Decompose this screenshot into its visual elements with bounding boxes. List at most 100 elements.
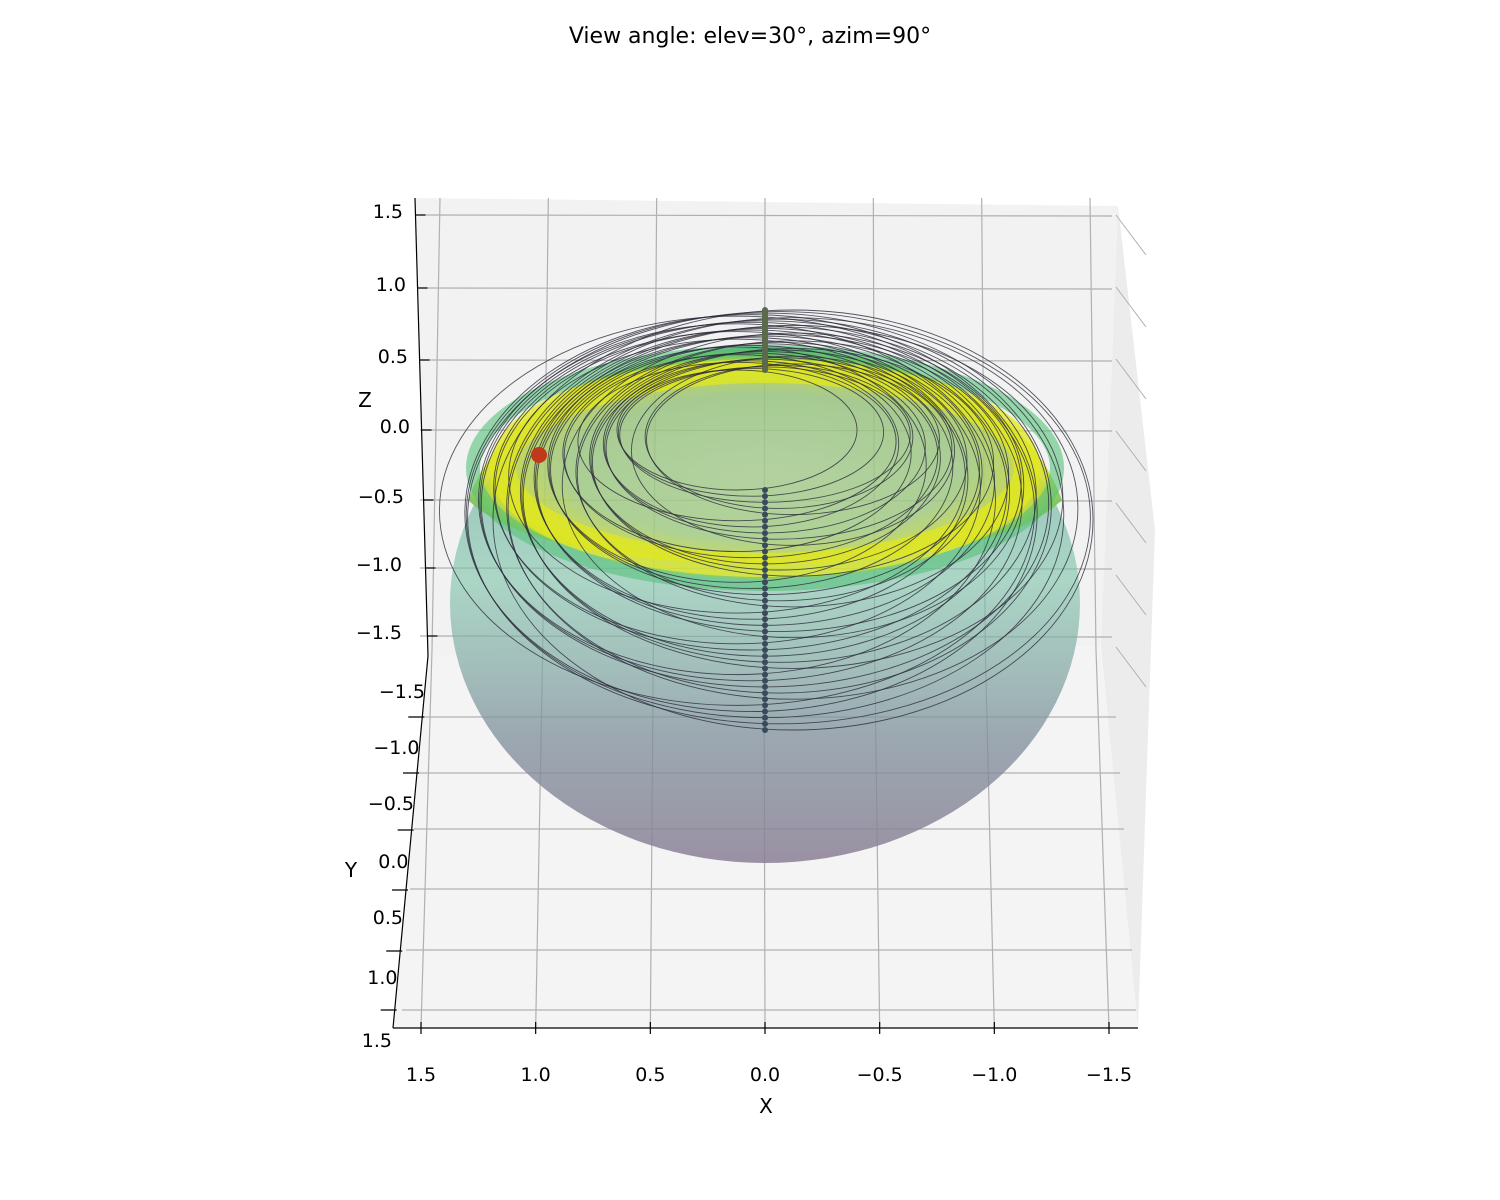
orbit-point bbox=[762, 493, 768, 500]
orbit-line bbox=[479, 321, 1023, 682]
orbit-line bbox=[464, 314, 1038, 712]
orbit-point bbox=[762, 536, 768, 543]
orbit-lines bbox=[439, 307, 1094, 733]
orbit-point bbox=[762, 567, 768, 573]
y-tick-label: 0.0 bbox=[378, 851, 408, 873]
x-tick-label: −0.5 bbox=[857, 1064, 903, 1086]
z-tick-label: −1.5 bbox=[356, 622, 402, 644]
orbit-line bbox=[631, 355, 955, 546]
orbit-point bbox=[762, 603, 768, 610]
orbit-point bbox=[762, 622, 768, 629]
y-tick-label: 1.0 bbox=[367, 967, 397, 989]
y-axis-line bbox=[392, 655, 429, 1029]
orbit-line bbox=[478, 323, 996, 676]
orbit-point bbox=[762, 683, 768, 690]
orbit-point bbox=[762, 708, 768, 715]
orbit-line bbox=[439, 315, 1035, 706]
orbit-line bbox=[492, 309, 1094, 731]
y-tick-label: 1.5 bbox=[362, 1030, 392, 1052]
orbit-line bbox=[575, 341, 983, 602]
orbit-line bbox=[494, 329, 1008, 651]
x-tick-label: 0.5 bbox=[635, 1064, 665, 1086]
z-tick-label: 1.0 bbox=[376, 274, 406, 296]
y-tick-label: −1.0 bbox=[373, 737, 419, 759]
orbit-point bbox=[762, 647, 768, 653]
orbit-line bbox=[508, 338, 966, 614]
y-tick-label: 0.5 bbox=[373, 907, 403, 929]
side-grid-line bbox=[1115, 646, 1147, 688]
orbit-point bbox=[762, 307, 768, 313]
highlight-marker bbox=[531, 447, 547, 463]
z-tick-labels: 1.5 1.0 0.5 0.0 −0.5 −1.0 −1.5 bbox=[356, 201, 410, 644]
orbit-point bbox=[762, 628, 768, 635]
orbit-point bbox=[762, 579, 768, 586]
orbit-line bbox=[506, 318, 1052, 694]
orbit-point bbox=[762, 542, 768, 549]
y-axis-label: Y bbox=[344, 858, 358, 882]
orbit-line bbox=[561, 332, 1025, 639]
orbit-point bbox=[762, 653, 768, 660]
orbit-point bbox=[762, 517, 768, 524]
orbit-line bbox=[533, 337, 969, 620]
axes bbox=[380, 197, 1138, 1034]
orbit-point bbox=[762, 511, 768, 518]
orbit-point bbox=[762, 585, 768, 592]
orbit-point bbox=[762, 714, 768, 721]
x-tick-label: −1.0 bbox=[971, 1064, 1017, 1086]
side-grid-line bbox=[1115, 502, 1147, 544]
orbit-point bbox=[762, 554, 768, 561]
orbit-line bbox=[617, 368, 885, 497]
y-tick-labels: −1.5 −1.0 −0.5 0.0 0.5 1.0 1.5 bbox=[362, 681, 425, 1052]
x-tick-label: 1.0 bbox=[521, 1064, 551, 1086]
orbit-line bbox=[493, 331, 981, 645]
side-grid-line bbox=[1115, 286, 1147, 328]
orbit-point bbox=[762, 671, 768, 678]
orbit-point bbox=[762, 640, 768, 647]
chart-title: View angle: elev=30°, azim=90° bbox=[569, 24, 931, 49]
side-grid-line bbox=[1115, 430, 1147, 472]
orbit-point bbox=[762, 487, 768, 493]
orbit-line bbox=[536, 334, 1022, 632]
orbit-line bbox=[602, 360, 900, 528]
side-grid-line bbox=[1115, 214, 1147, 256]
side-pane bbox=[1101, 206, 1155, 1028]
z-tick-label: 0.5 bbox=[378, 346, 408, 368]
x-tick-label: 0.0 bbox=[750, 1064, 780, 1086]
orbit-line bbox=[548, 344, 954, 589]
orbit-point bbox=[762, 702, 768, 709]
z-tick-label: −0.5 bbox=[358, 486, 404, 508]
orbit-point bbox=[762, 659, 768, 666]
orbit-line bbox=[547, 346, 927, 583]
x-axis-label: X bbox=[759, 1094, 773, 1118]
orbit-point bbox=[762, 610, 768, 617]
z-grid-line bbox=[419, 214, 1113, 217]
orbit-point bbox=[762, 523, 768, 530]
orbit-point bbox=[762, 720, 768, 727]
orbit-point bbox=[762, 690, 768, 697]
x-tick-labels: 1.5 1.0 0.5 0.0 −0.5 −1.0 −1.5 bbox=[406, 1064, 1132, 1086]
y-tick-label: −0.5 bbox=[368, 793, 414, 815]
z-grid-line bbox=[419, 287, 1113, 290]
orbit-point bbox=[762, 530, 768, 537]
side-grid-line bbox=[1115, 358, 1147, 400]
orbit-line bbox=[507, 317, 1079, 700]
y-tick-label: −1.5 bbox=[379, 681, 425, 703]
z-tick-label: 0.0 bbox=[380, 416, 410, 438]
orbit-point bbox=[762, 696, 768, 703]
orbit-point bbox=[762, 573, 768, 580]
z-tick-label: −1.0 bbox=[356, 554, 402, 576]
orbit-point bbox=[762, 560, 768, 567]
orbit-line bbox=[562, 354, 912, 552]
orbit-point bbox=[762, 677, 768, 684]
orbit-point bbox=[762, 727, 768, 733]
x-grid-line bbox=[420, 197, 441, 1029]
x-tick-label: −1.5 bbox=[1086, 1064, 1132, 1086]
orbit-point bbox=[762, 548, 768, 555]
z-axis-line bbox=[414, 197, 429, 657]
x-grid-line bbox=[1089, 197, 1110, 1029]
orbit-line bbox=[563, 352, 939, 559]
z-axis-label: Z bbox=[358, 388, 372, 412]
side-grid-line bbox=[1115, 574, 1147, 616]
